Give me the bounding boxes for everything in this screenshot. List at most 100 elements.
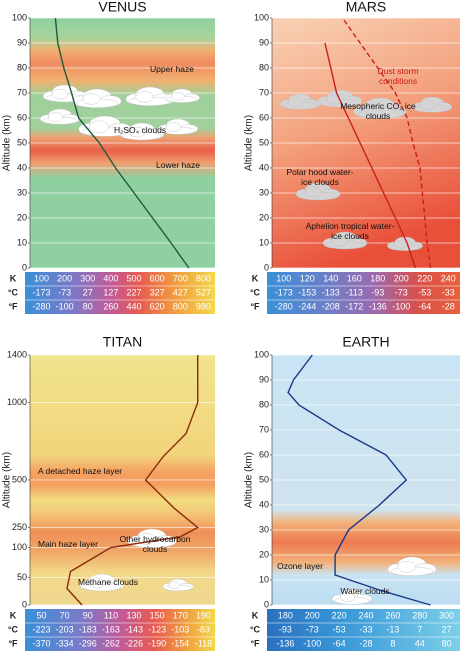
y-tick-label: 30 [259, 187, 269, 197]
x-tick-label: 800 [196, 273, 211, 283]
x-tick-label: 220 [417, 273, 432, 283]
unit-label: °C [8, 287, 19, 297]
y-axis-label: Altitude (km) [244, 115, 255, 171]
cloud [288, 97, 303, 107]
x-tick-label: 200 [394, 273, 409, 283]
x-tick-label: 180 [370, 273, 385, 283]
y-tick-label: 90 [259, 374, 269, 384]
panel-title: TITAN [103, 334, 142, 350]
temperature-profile [66, 355, 199, 606]
x-tick-label: 120 [300, 273, 315, 283]
x-tick-label: -13 [386, 624, 399, 634]
x-tick-label: -28 [442, 301, 455, 311]
x-tick-label: 27 [442, 624, 452, 634]
cloud [128, 126, 146, 138]
unit-box [3, 286, 23, 300]
x-tick-label: 8 [390, 638, 395, 648]
temperature-profile [54, 17, 190, 269]
x-tick-label: 130 [127, 610, 142, 620]
x-tick-label: 980 [196, 301, 211, 311]
x-tick-label: 44 [415, 638, 425, 648]
unit-box [245, 609, 265, 623]
annotation-text: A detached haze layer [37, 466, 123, 476]
x-tick-label: -143 [125, 624, 143, 634]
annotation-text: Aphelion tropical water-ice clouds [305, 221, 395, 241]
x-tick-label: -93 [371, 287, 384, 297]
unit-box [3, 623, 23, 637]
y-tick-label: 10 [259, 574, 269, 584]
x-tick-label: 180 [278, 610, 293, 620]
y-tick-label: 60 [17, 112, 27, 122]
annotation-text: Ozone layer [277, 561, 323, 571]
x-tick-label: 90 [83, 610, 93, 620]
cloud [88, 577, 106, 589]
annotation: Polar hood water-ice clouds [286, 167, 353, 187]
x-tick-label: 400 [103, 273, 118, 283]
y-tick-label: 60 [259, 449, 269, 459]
y-tick-label: 1000 [7, 397, 27, 407]
cloud [135, 91, 154, 103]
x-tick-label: -153 [298, 287, 316, 297]
annotation: Other hydrocarbon clouds [119, 534, 191, 554]
x-tick-label: 80 [442, 638, 452, 648]
y-tick-label: 250 [12, 522, 27, 532]
annotation-text: Main haze layer [37, 539, 98, 549]
x-tick-label: -64 [418, 301, 431, 311]
annotation: Mesopheric CO₂ ice clouds [340, 101, 416, 121]
annotation: Ozone layer [277, 561, 323, 571]
x-tick-label: -64 [333, 638, 346, 648]
annotation-text: Other hydrocarbon clouds [119, 534, 191, 554]
color-scale [267, 272, 460, 314]
x-tick-label: -53 [418, 287, 431, 297]
x-tick-label: 100 [276, 273, 291, 283]
x-tick-label: -190 [148, 638, 166, 648]
unit-label: °F [8, 301, 18, 311]
y-tick-label: 20 [259, 212, 269, 222]
x-tick-label: -226 [125, 638, 143, 648]
x-tick-label: -100 [392, 301, 410, 311]
y-tick-label: 80 [17, 62, 27, 72]
unit-box [245, 272, 265, 286]
color-scale [267, 609, 460, 651]
unit-box [245, 637, 265, 651]
x-tick-label: -136 [369, 301, 387, 311]
x-tick-label: 300 [80, 273, 95, 283]
panel-title: MARS [346, 0, 386, 15]
y-tick-label: 80 [259, 62, 269, 72]
x-tick-label: -133 [322, 287, 340, 297]
x-tick-label: -53 [333, 624, 346, 634]
y-tick-label: 100 [12, 542, 27, 552]
y-tick-label: 40 [259, 162, 269, 172]
temperature-profile [341, 17, 432, 269]
annotation-text: Upper haze [150, 64, 194, 74]
x-tick-label: 190 [196, 610, 211, 620]
annotation-text: Water clouds [340, 586, 390, 596]
x-tick-label: -172 [345, 301, 363, 311]
annotation-text: H₂SO₄ clouds [113, 125, 167, 135]
x-tick-label: -113 [346, 287, 363, 297]
x-tick-label: 80 [83, 301, 93, 311]
y-axis-label: Altitude (km) [2, 115, 13, 171]
x-tick-label: -100 [303, 638, 321, 648]
x-tick-label: -123 [148, 624, 166, 634]
cloud [171, 91, 185, 101]
x-tick-label: -370 [33, 638, 51, 648]
y-tick-label: 90 [259, 37, 269, 47]
cloud [48, 112, 63, 122]
panel-title: VENUS [98, 0, 146, 15]
x-tick-label: 260 [103, 301, 118, 311]
unit-label: K [252, 273, 259, 283]
x-tick-label: 280 [412, 610, 427, 620]
x-tick-label: 200 [305, 610, 320, 620]
unit-label: K [252, 610, 259, 620]
x-tick-label: -154 [171, 638, 189, 648]
color-scale [25, 272, 215, 314]
y-tick-label: 40 [17, 162, 27, 172]
cloud [82, 93, 101, 105]
temperature-profile [287, 354, 431, 606]
annotation-text: Mesopheric CO₂ ice clouds [340, 101, 416, 121]
y-tick-label: 50 [259, 474, 269, 484]
annotation: Water clouds [340, 586, 390, 596]
unit-box [245, 286, 265, 300]
x-tick-label: -223 [33, 624, 51, 634]
